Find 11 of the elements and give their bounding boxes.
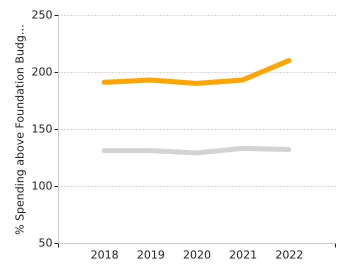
x-tick-label: 2019: [136, 248, 165, 262]
y-tick-label: 250: [32, 8, 52, 22]
x-tick-label: 2018: [90, 248, 119, 262]
x-tick-label: 2022: [275, 248, 304, 262]
y-tick-label: 100: [32, 180, 52, 192]
y-tick-label: 50: [38, 236, 52, 250]
y-tick-label: 200: [32, 66, 52, 78]
y-axis-title: % Spending above Foundation Budg…: [14, 24, 27, 235]
y-tick-label: 150: [32, 122, 52, 136]
x-tick-label: 2020: [183, 248, 211, 262]
x-tick-label: 2021: [229, 248, 258, 262]
